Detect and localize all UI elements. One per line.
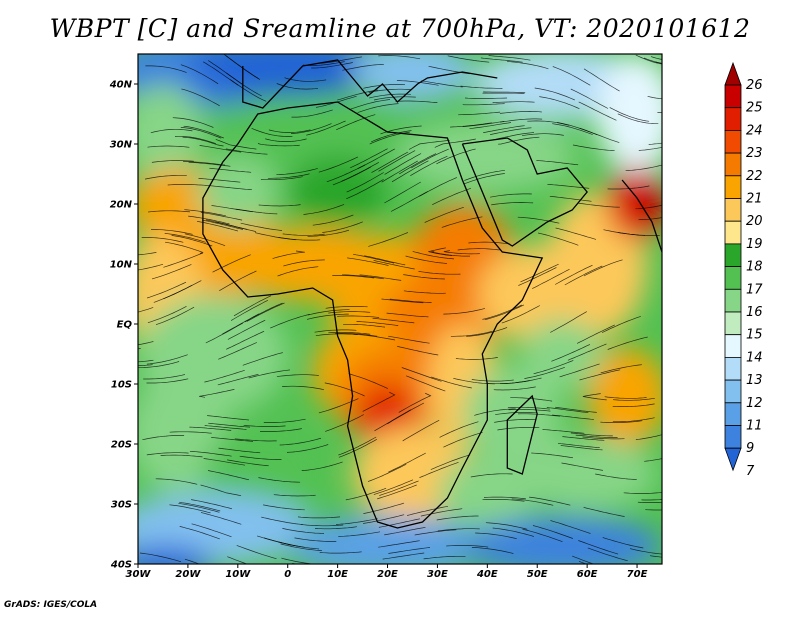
colorbar-label: 18 — [746, 260, 763, 275]
colorbar-label: 12 — [746, 396, 763, 411]
colorbar: 26 25 24 23 22 21 20 19 18 17 16 15 14 13 12 11 9 7 — [724, 61, 763, 479]
colorbar-label: 14 — [746, 350, 763, 365]
lon-tick-label: 0 — [284, 569, 291, 580]
lon-tick-label: 40E — [476, 569, 498, 580]
colorbar-label: 20 — [746, 214, 763, 229]
lon-tick-label: 30E — [427, 569, 448, 580]
lat-tick-label: 20N — [110, 200, 133, 211]
colorbar-swatch — [724, 288, 742, 313]
colorbar-label: 21 — [746, 192, 763, 207]
grads-credit: GrADS: IGES/COLA — [4, 600, 98, 610]
lat-tick-label: 10S — [111, 380, 132, 391]
lat-tick-label: 30N — [110, 140, 133, 151]
colorbar-swatch — [724, 243, 742, 267]
lon-tick-label: 20E — [377, 569, 398, 580]
colorbar-swatch — [724, 220, 742, 245]
colorbar-swatch — [724, 266, 742, 290]
lat-tick-label: 30S — [111, 500, 132, 511]
colorbar-swatch — [724, 402, 742, 426]
lon-tick-label: 70E — [627, 569, 648, 580]
lat-tick-label: 10N — [110, 260, 133, 271]
colorbar-label: 25 — [746, 101, 763, 116]
colorbar-swatch — [724, 356, 742, 381]
colorbar-label: 17 — [746, 282, 763, 297]
lon-tick-label: 10E — [327, 569, 348, 580]
colorbar-label: 7 — [746, 464, 755, 479]
colorbar-swatch — [724, 107, 742, 131]
colorbar-label: 15 — [746, 328, 763, 343]
colorbar-max-arrow — [724, 61, 742, 86]
lat-tick-label: EQ — [117, 320, 133, 331]
colorbar-label: 16 — [746, 305, 763, 320]
colorbar-swatch — [724, 84, 742, 109]
coastlines — [202, 59, 662, 529]
colorbar-swatch — [724, 379, 742, 404]
colorbar-swatch — [724, 334, 742, 358]
colorbar-label: 22 — [746, 169, 763, 184]
lat-tick-label: 40N — [109, 80, 133, 91]
colorbar-label: 9 — [746, 441, 754, 456]
latitude-axis: 40N 30N 20N 10N EQ 10S 20S 30S 40S — [109, 80, 138, 571]
colorbar-swatch — [724, 311, 742, 336]
colorbar-swatch — [724, 198, 742, 222]
map-title: WBPT [C] and Sreamline at 700hPa, VT: 20… — [49, 14, 751, 43]
colorbar-label: 24 — [746, 123, 763, 138]
lon-tick-label: 50E — [527, 569, 548, 580]
colorbar-label: 23 — [746, 146, 763, 161]
colorbar-label: 26 — [746, 78, 763, 93]
colorbar-swatch — [724, 425, 742, 449]
lon-tick-label: 60E — [577, 569, 598, 580]
colorbar-swatch — [724, 175, 742, 199]
map-frame — [137, 53, 663, 565]
streamlines — [138, 54, 662, 564]
colorbar-label: 13 — [746, 373, 763, 388]
colorbar-label: 19 — [746, 237, 763, 252]
lat-tick-label: 20S — [111, 440, 132, 451]
longitude-axis: 30W 20W 10W 0 10E 20E 30E 40E 50E 60E 70E — [126, 564, 648, 580]
colorbar-swatch — [724, 129, 742, 154]
colorbar-swatch — [724, 152, 742, 177]
wbpt-shaded-field — [138, 54, 662, 564]
lon-tick-label: 10W — [225, 569, 251, 580]
colorbar-min-arrow — [724, 447, 742, 472]
lon-tick-label: 30W — [126, 569, 152, 580]
lon-tick-label: 20W — [175, 569, 201, 580]
colorbar-label: 11 — [746, 419, 763, 434]
lat-tick-label: 40S — [110, 560, 132, 571]
